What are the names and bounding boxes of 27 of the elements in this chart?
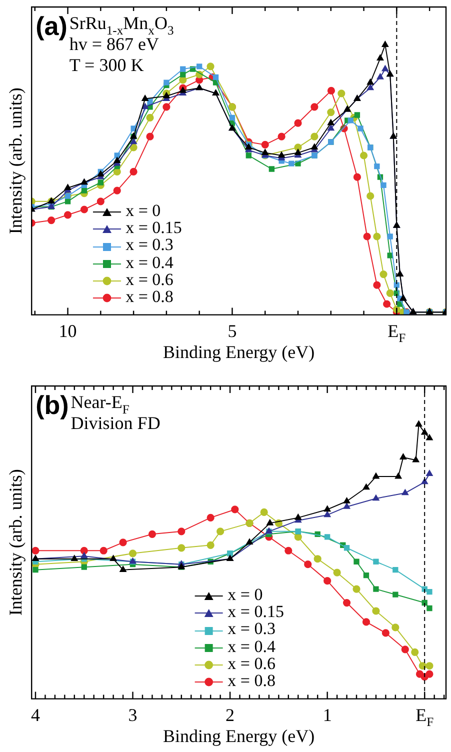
text: (a): [36, 11, 68, 41]
legend-label: x = 0.15: [228, 602, 284, 622]
x-tick-label: 4: [30, 704, 40, 725]
legend-label: x = 0.6: [126, 270, 174, 289]
legend-label: x = 0.8: [126, 286, 174, 306]
legend-label: x = 0.8: [228, 670, 276, 690]
x-tick-label: 1: [322, 704, 332, 725]
text: (b): [36, 390, 69, 420]
legend-label: x = 0: [126, 201, 161, 220]
legend-label: x = 0.3: [126, 235, 174, 254]
x-axis-title: Binding Energy (eV): [162, 342, 315, 362]
legend-label: x = 0: [228, 585, 263, 604]
x-axis-title: Binding Energy (eV): [162, 726, 315, 746]
x-tick-label: 2: [226, 704, 235, 725]
legend-label: x = 0.15: [126, 218, 182, 238]
annotation: Division FD: [70, 413, 160, 433]
x-tick-label: 3: [128, 704, 138, 725]
x-tick-label: 5: [228, 320, 237, 341]
annotation: hv = 867 eV: [69, 34, 160, 54]
annotation: T = 300 K: [69, 55, 144, 75]
legend-label: x = 0.3: [228, 619, 276, 638]
x-tick-label: 10: [58, 320, 77, 341]
legend-label: x = 0.4: [228, 636, 276, 656]
y-axis-title: Intensity (arb. units): [6, 469, 26, 616]
legend-label: x = 0.6: [228, 654, 276, 673]
legend-label: x = 0.4: [126, 252, 174, 272]
y-axis-title: Intensity (arb. units): [6, 88, 26, 234]
